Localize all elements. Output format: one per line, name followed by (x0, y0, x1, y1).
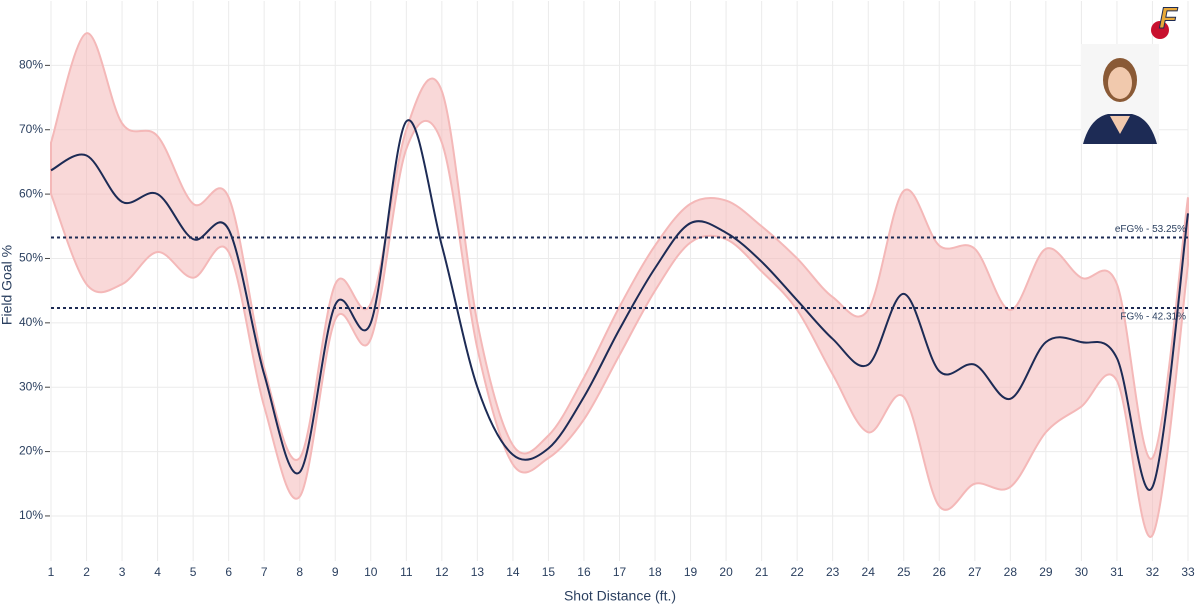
x-tick-label: 20 (719, 565, 733, 579)
svg-text:F: F (1159, 2, 1178, 35)
x-axis-title: Shot Distance (ft.) (564, 588, 676, 604)
x-tick-label: 32 (1146, 565, 1160, 579)
x-tick-label: 28 (1004, 565, 1018, 579)
x-tick-label: 4 (154, 565, 161, 579)
x-tick-label: 5 (190, 565, 197, 579)
x-tick-label: 13 (471, 565, 485, 579)
team-logo: F (1151, 1, 1178, 39)
x-tick-label: 18 (648, 565, 662, 579)
x-tick-label: 14 (506, 565, 520, 579)
x-tick-label: 21 (755, 565, 769, 579)
confidence-band (50, 32, 1189, 538)
x-tick-label: 1 (48, 565, 55, 579)
y-tick-label: 50% (19, 251, 43, 265)
y-tick-label: 20% (19, 444, 43, 458)
x-tick-label: 30 (1075, 565, 1089, 579)
y-tick-label: 70% (19, 122, 43, 136)
x-tick-label: 19 (684, 565, 698, 579)
x-tick-label: 26 (933, 565, 947, 579)
x-tick-label: 10 (364, 565, 378, 579)
x-tick-label: 7 (261, 565, 268, 579)
plot: 10%20%30%40%50%60%70%80%1 2 3 4 5 6 7 8 9 10 11 12 1… (19, 1, 1195, 579)
x-tick-label: 27 (968, 565, 982, 579)
x-tick-label: 24 (862, 565, 876, 579)
reference-label: eFG% - 53.25% (1115, 224, 1186, 235)
player-photo (1081, 44, 1159, 144)
x-tick-label: 9 (332, 565, 339, 579)
x-tick-label: 33 (1181, 565, 1195, 579)
x-tick-label: 23 (826, 565, 840, 579)
line (50, 119, 1189, 491)
x-tick-label: 15 (542, 565, 556, 579)
y-tick-label: 40% (19, 315, 43, 329)
x-tick-label: 16 (577, 565, 591, 579)
x-tick-label: 29 (1039, 565, 1053, 579)
y-axis-title: Field Goal % (0, 245, 15, 325)
x-tick-label: 31 (1110, 565, 1124, 579)
x-tick-label: 25 (897, 565, 911, 579)
x-tick-label: 3 (119, 565, 126, 579)
x-tick-label: 6 (225, 565, 232, 579)
y-tick-label: 80% (19, 58, 43, 72)
y-tick-label: 30% (19, 379, 43, 393)
y-tick-label: 60% (19, 186, 43, 200)
reference-label: FG% - 42.31% (1120, 312, 1186, 323)
x-tick-label: 22 (790, 565, 804, 579)
x-tick-label: 8 (296, 565, 303, 579)
x-tick-label: 2 (83, 565, 90, 579)
x-tick-label: 17 (613, 565, 627, 579)
x-tick-label: 12 (435, 565, 449, 579)
x-tick-label: 11 (400, 565, 413, 579)
y-tick-label: 10% (19, 508, 43, 522)
